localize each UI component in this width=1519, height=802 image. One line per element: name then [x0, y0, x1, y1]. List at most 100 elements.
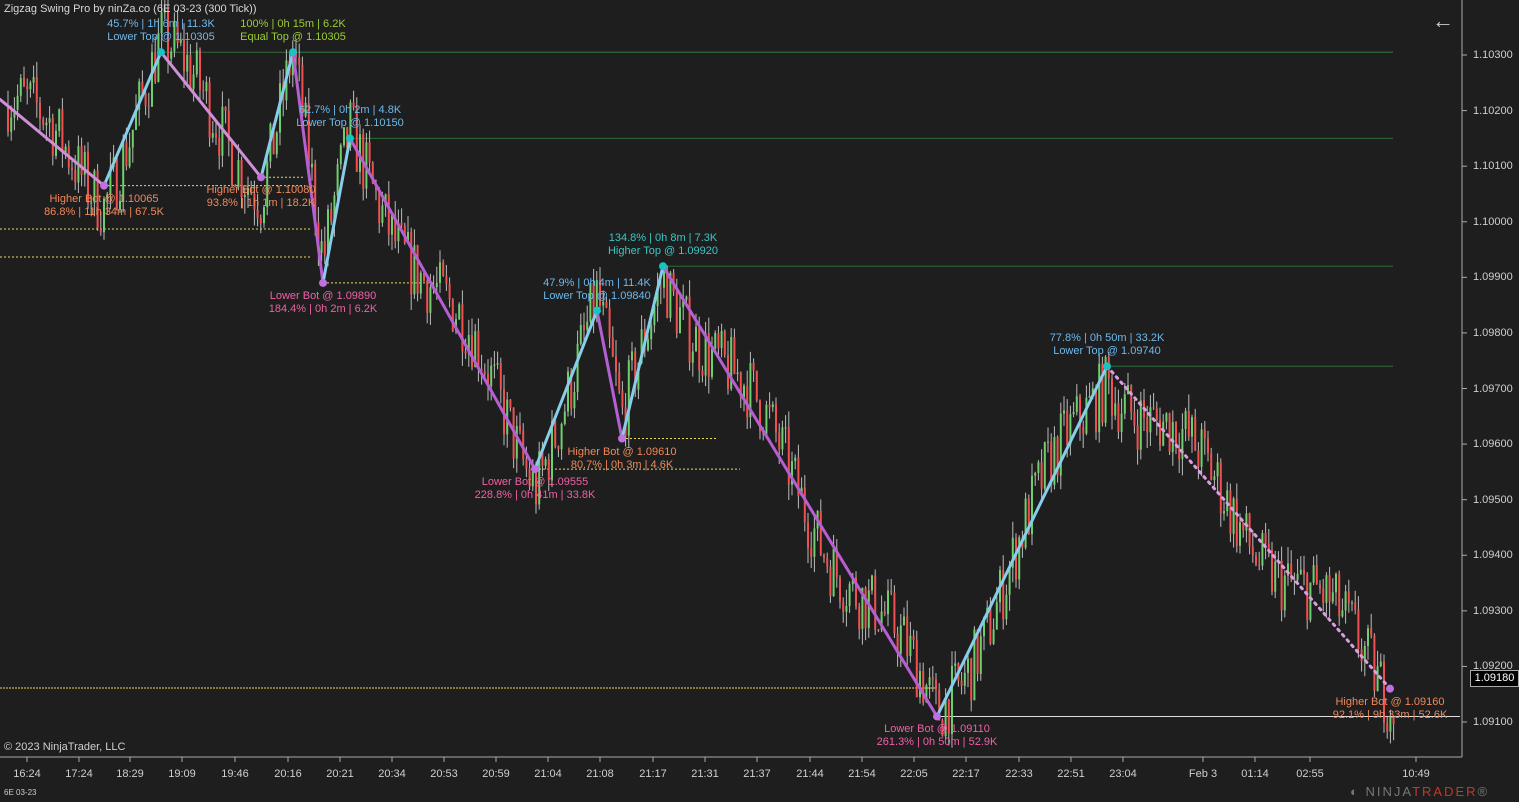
swing-top-dot	[593, 306, 601, 315]
candle-body	[464, 351, 467, 354]
candle-body	[138, 81, 141, 110]
candle-body	[563, 411, 566, 424]
candle-body	[1376, 666, 1379, 692]
candle-body	[1063, 410, 1065, 414]
candle-body	[944, 699, 947, 737]
candle-body	[327, 209, 329, 255]
candle-body	[64, 146, 67, 153]
time-tick-label: 22:17	[952, 768, 980, 780]
candle-body	[615, 356, 617, 372]
candle-body	[266, 161, 269, 208]
candle-body	[1207, 438, 1209, 454]
candle-body	[1325, 575, 1328, 603]
swing-bottom-dot	[618, 434, 626, 443]
arrow-left-icon[interactable]: ←	[1432, 8, 1454, 33]
candle-body	[835, 548, 838, 578]
candle-body	[1293, 578, 1296, 580]
candle-body	[103, 198, 105, 233]
swing-top-dot	[157, 48, 165, 57]
candle-body	[669, 272, 672, 318]
candle-body	[1351, 602, 1353, 604]
candle-body	[1373, 635, 1376, 692]
candle-body	[1290, 563, 1293, 579]
candle-body	[832, 548, 835, 597]
candle-body	[307, 102, 310, 168]
candle-body	[205, 82, 208, 92]
candle-body	[320, 241, 323, 253]
candle-body	[595, 280, 598, 319]
candle-body	[1098, 363, 1101, 433]
candle-body	[659, 287, 662, 289]
candle-body	[1213, 476, 1216, 480]
candle-body	[259, 217, 262, 224]
candle-body	[1053, 437, 1056, 486]
candle-body	[19, 78, 22, 96]
candle-body	[691, 351, 694, 363]
candle-body	[995, 602, 998, 630]
zigzag-leg	[321, 136, 352, 285]
candle-body	[87, 151, 89, 204]
candle-body	[535, 472, 537, 505]
candle-body	[711, 348, 713, 377]
candle-body	[423, 272, 425, 281]
candle-body	[1341, 610, 1344, 617]
candle-body	[989, 607, 992, 644]
candle-body	[938, 689, 941, 721]
candle-body	[1344, 591, 1347, 611]
candle-body	[631, 351, 633, 361]
candle-body	[573, 391, 576, 409]
candle-body	[10, 117, 13, 132]
candle-body	[16, 95, 19, 110]
swing-label-line: Lower Bot @ 1.09110	[884, 723, 990, 735]
swing-bottom-dot	[531, 465, 539, 474]
candle-body	[1146, 417, 1149, 433]
candle-body	[330, 209, 333, 222]
swing-label-line: 100% | 0h 15m | 6.2K	[240, 18, 346, 30]
candle-body	[1216, 462, 1219, 477]
candle-body	[608, 307, 611, 338]
time-tick-label: 23:04	[1109, 768, 1137, 780]
candle-body	[167, 9, 169, 59]
candle-body	[627, 360, 630, 436]
candle-body	[618, 371, 621, 391]
candle-body	[435, 282, 438, 288]
candle-body	[1002, 570, 1005, 620]
candle-body	[125, 142, 128, 167]
swing-label-line: 134.8% | 0h 8m | 7.3K	[608, 232, 718, 244]
candle-body	[1239, 522, 1241, 546]
candle-body	[1088, 396, 1091, 398]
candle-body	[1251, 546, 1254, 556]
candle-body	[787, 427, 790, 485]
candle-body	[1139, 400, 1142, 450]
candle-body	[243, 195, 246, 198]
swing-label-line: Higher Top @ 1.09920	[607, 245, 719, 257]
candle-body	[391, 214, 393, 235]
time-tick-label: 18:29	[116, 768, 144, 780]
candle-body	[186, 54, 189, 72]
candle-body	[1274, 561, 1277, 592]
candle-body	[1130, 385, 1133, 413]
candle-body	[426, 280, 429, 313]
candle-body	[887, 590, 889, 615]
candle-body	[1255, 555, 1257, 565]
candle-body	[557, 446, 560, 450]
candle-body	[35, 76, 38, 103]
candle-body	[247, 187, 249, 196]
candle-body	[778, 432, 781, 450]
candle-body	[704, 333, 707, 376]
candle-body	[1328, 575, 1331, 602]
zigzag-leg	[291, 50, 325, 285]
candle-body	[1315, 565, 1318, 585]
zigzag-leg	[620, 264, 665, 441]
candle-body	[899, 625, 902, 654]
candle-body	[1031, 475, 1033, 535]
candle-body	[1363, 646, 1366, 662]
candle-body	[215, 133, 217, 138]
price-tick-label: 1.09600	[1473, 438, 1513, 451]
time-tick-label: 10:49	[1402, 768, 1430, 780]
candle-body	[83, 151, 86, 175]
candle-body	[807, 522, 809, 548]
candle-body	[1159, 419, 1161, 446]
swing-label-line: Lower Bot @ 1.09890	[269, 290, 377, 302]
